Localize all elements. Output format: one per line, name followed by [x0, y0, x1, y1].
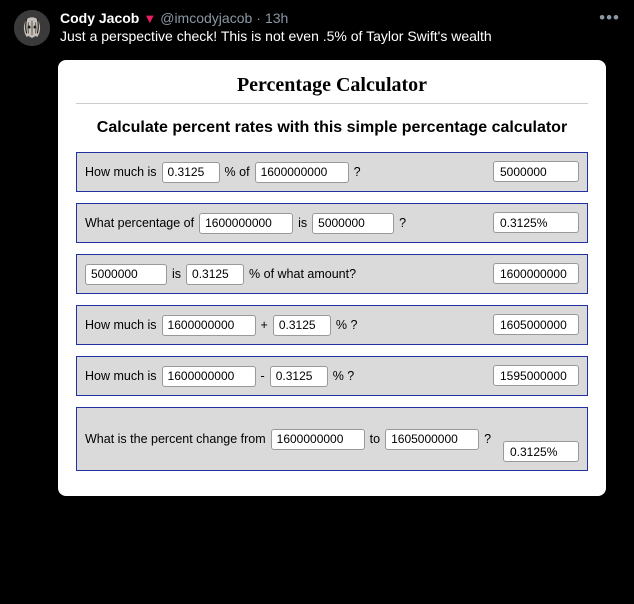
calc-label: How much is [85, 165, 157, 179]
avatar-image [14, 10, 50, 46]
calc-label: ? [399, 216, 406, 230]
amount-input[interactable] [255, 162, 349, 183]
result-output: 1600000000 [493, 263, 579, 284]
amount-input[interactable] [162, 366, 256, 387]
calc-label: % of [225, 165, 250, 179]
avatar[interactable] [14, 10, 50, 46]
calc-label: What is the percent change from [85, 432, 266, 446]
result-output: 0.3125% [493, 212, 579, 233]
amount-input[interactable] [312, 213, 394, 234]
result-output: 1595000000 [493, 365, 579, 386]
calc-row-percent-of: How much is % of ? 5000000 [76, 152, 588, 192]
result-output: 5000000 [493, 161, 579, 182]
tweet-separator: · [256, 10, 261, 26]
calculator-title: Percentage Calculator [76, 74, 588, 104]
percent-input[interactable] [162, 162, 220, 183]
result-output: 0.3125% [503, 441, 579, 462]
calc-row-plus-percent: How much is + % ? 1605000000 [76, 305, 588, 345]
calc-label: to [370, 432, 380, 446]
calc-label: + [261, 318, 268, 332]
amount-input[interactable] [162, 315, 256, 336]
calc-label: How much is [85, 318, 157, 332]
calc-row-percent-change: What is the percent change from to ? 0.3… [76, 407, 588, 471]
calc-label: How much is [85, 369, 157, 383]
percent-input[interactable] [273, 315, 331, 336]
amount-input[interactable] [199, 213, 293, 234]
calc-label: - [261, 369, 265, 383]
calc-label: ? [484, 432, 491, 446]
tweet-timestamp[interactable]: 13h [265, 10, 288, 26]
calc-label: is [172, 267, 181, 281]
amount-input[interactable] [271, 429, 365, 450]
calc-label: % ? [336, 318, 358, 332]
calc-label: What percentage of [85, 216, 194, 230]
tweet-display-name[interactable]: Cody Jacob [60, 10, 139, 26]
calc-row-of-what-amount: is % of what amount? 1600000000 [76, 254, 588, 294]
verified-badge-icon: ▼ [143, 11, 156, 26]
calc-label: % of what amount? [249, 267, 356, 281]
calc-label: % ? [333, 369, 355, 383]
calculator-card: Percentage Calculator Calculate percent … [58, 60, 606, 496]
tweet-name-row: Cody Jacob ▼ @imcodyjacob · 13h [60, 10, 620, 26]
percent-input[interactable] [270, 366, 328, 387]
calc-label: ? [354, 165, 361, 179]
calc-label: is [298, 216, 307, 230]
tweet-text: Just a perspective check! This is not ev… [60, 27, 620, 45]
tweet-header: Cody Jacob ▼ @imcodyjacob · 13h Just a p… [0, 0, 634, 52]
calculator-subtitle: Calculate percent rates with this simple… [76, 118, 588, 138]
amount-input[interactable] [85, 264, 167, 285]
tweet-header-text: Cody Jacob ▼ @imcodyjacob · 13h Just a p… [60, 10, 620, 46]
percent-input[interactable] [186, 264, 244, 285]
tweet-handle[interactable]: @imcodyjacob [160, 10, 252, 26]
calc-row-minus-percent: How much is - % ? 1595000000 [76, 356, 588, 396]
more-options-icon[interactable]: ••• [599, 8, 620, 28]
result-output: 1605000000 [493, 314, 579, 335]
amount-input[interactable] [385, 429, 479, 450]
calc-row-what-percentage: What percentage of is ? 0.3125% [76, 203, 588, 243]
